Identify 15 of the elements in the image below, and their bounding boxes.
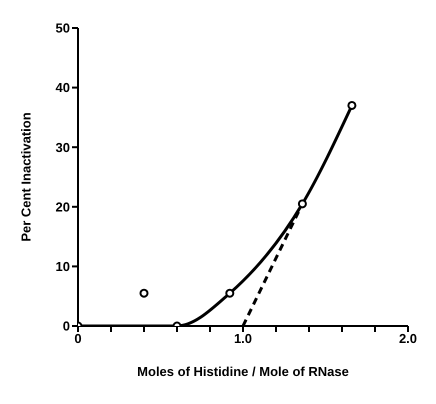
x-tick-label: 1.0 [234,331,252,346]
y-tick-label: 10 [56,259,70,274]
y-axis-title: Per Cent Inactivation [18,112,34,242]
y-tick-label: 30 [56,140,70,155]
point [298,199,307,208]
point [347,100,356,110]
y-tick-label: 40 [56,80,70,96]
x-axis-title: Moles of Histidine / Mole of RNase [137,364,349,379]
y-tick-label: 20 [56,199,70,214]
x-tick-label: 0 [74,331,82,346]
point [140,288,148,298]
y-tick-label: 0 [62,318,70,334]
y-tick-label: 50 [56,20,70,36]
x-tick-label: 2.0 [398,331,418,346]
point [225,288,234,298]
